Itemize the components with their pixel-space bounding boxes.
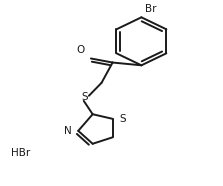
- Text: O: O: [76, 45, 84, 55]
- Text: S: S: [82, 92, 88, 102]
- Text: S: S: [119, 114, 126, 124]
- Text: HBr: HBr: [11, 148, 30, 158]
- Text: Br: Br: [145, 4, 156, 14]
- Text: N: N: [64, 126, 72, 136]
